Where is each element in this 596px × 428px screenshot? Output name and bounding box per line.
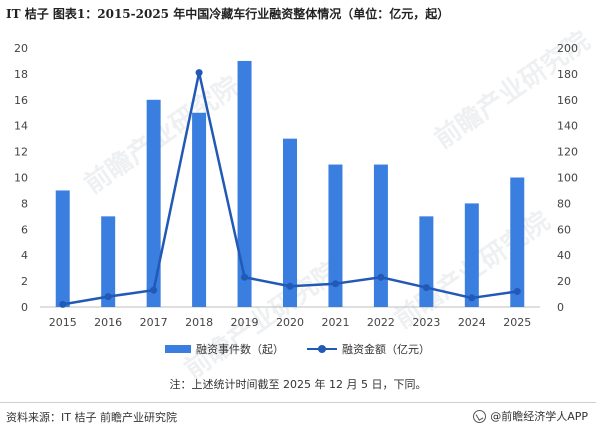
bar — [192, 112, 207, 307]
line-point — [331, 280, 339, 288]
line-point — [195, 69, 203, 77]
x-tick-label: 2019 — [231, 316, 259, 329]
y-right-tick-label: 20 — [557, 275, 571, 288]
bar — [146, 99, 161, 307]
x-tick-label: 2017 — [140, 316, 168, 329]
footer-divider — [0, 402, 596, 403]
bar — [328, 164, 343, 307]
line-point — [422, 284, 430, 292]
legend-line-swatch — [307, 345, 337, 353]
y-right-tick-label: 160 — [557, 94, 578, 107]
line-point — [286, 282, 294, 290]
brand-logo-icon — [473, 409, 487, 423]
footnote: 注：上述统计时间截至 2025 年 12 月 5 日，下同。 — [169, 378, 427, 391]
y-right-tick-label: 200 — [557, 42, 578, 55]
legend-item-bar: 融资事件数（起） — [165, 341, 284, 357]
bar — [510, 177, 525, 307]
x-tick-label: 2018 — [185, 316, 213, 329]
y-right-tick-label: 80 — [557, 197, 571, 210]
brand: @前瞻经济学人APP — [473, 408, 588, 424]
bar — [419, 216, 434, 307]
line-point — [468, 294, 476, 302]
x-tick-label: 2025 — [503, 316, 531, 329]
bar — [101, 216, 116, 307]
y-left-tick-label: 0 — [21, 301, 28, 314]
x-tick-label: 2022 — [367, 316, 395, 329]
y-right-tick-label: 140 — [557, 120, 578, 133]
source-text: 资料来源：IT 桔子 前瞻产业研究院 — [6, 411, 177, 424]
chart-title: IT 桔子 图表1：2015-2025 年中国冷藏车行业融资整体情况（单位：亿元… — [6, 7, 450, 21]
line-point — [150, 286, 158, 294]
bar — [55, 190, 70, 307]
chart: 0246810121416182002040608010012014016018… — [14, 42, 578, 329]
y-right-tick-label: 180 — [557, 68, 578, 81]
bar — [464, 203, 479, 307]
y-right-tick-label: 60 — [557, 223, 571, 236]
line-point — [377, 273, 385, 281]
x-tick-label: 2015 — [49, 316, 77, 329]
y-left-tick-label: 6 — [21, 223, 28, 236]
y-right-tick-label: 0 — [557, 301, 564, 314]
line-point — [59, 300, 67, 308]
line-point — [241, 273, 249, 281]
x-tick-label: 2016 — [94, 316, 122, 329]
y-left-tick-label: 12 — [14, 146, 28, 159]
x-tick-label: 2021 — [321, 316, 349, 329]
y-left-tick-label: 4 — [21, 249, 28, 262]
y-left-tick-label: 20 — [14, 42, 28, 55]
x-tick-label: 2024 — [458, 316, 486, 329]
legend-label: 融资金额（亿元） — [342, 343, 430, 356]
bar — [237, 60, 252, 308]
y-left-tick-label: 2 — [21, 275, 28, 288]
bar — [373, 164, 388, 307]
x-tick-label: 2023 — [412, 316, 440, 329]
y-right-tick-label: 120 — [557, 146, 578, 159]
y-left-tick-label: 8 — [21, 197, 28, 210]
bar — [283, 138, 297, 307]
line-point — [513, 287, 521, 295]
legend-label: 融资事件数（起） — [196, 343, 284, 356]
y-left-tick-label: 16 — [14, 94, 28, 107]
y-right-tick-label: 100 — [557, 172, 578, 185]
x-tick-label: 2020 — [276, 316, 304, 329]
y-left-tick-label: 14 — [14, 120, 28, 133]
legend-item-line: 融资金额（亿元） — [307, 341, 430, 357]
legend-bar-swatch — [165, 345, 191, 353]
brand-text: @前瞻经济学人APP — [490, 410, 588, 423]
y-right-tick-label: 40 — [557, 249, 571, 262]
line-point — [104, 293, 112, 301]
y-left-tick-label: 18 — [14, 68, 28, 81]
y-left-tick-label: 10 — [14, 172, 28, 185]
